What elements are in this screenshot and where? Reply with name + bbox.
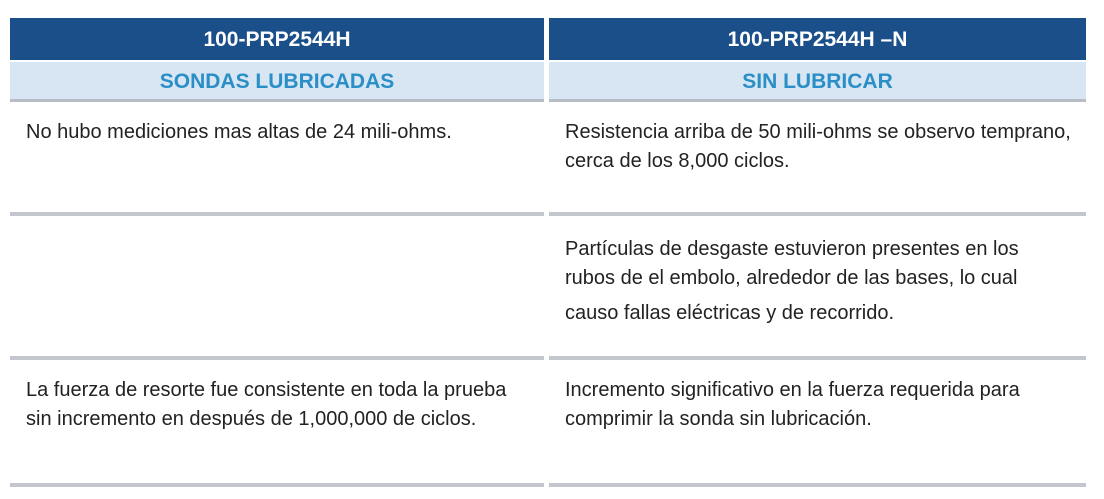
header-left-type: SONDAS LUBRICADAS bbox=[10, 62, 544, 102]
row-2-right-cell: Partículas de desgaste estuvieron presen… bbox=[549, 216, 1086, 360]
type-header-row: SONDAS LUBRICADAS SIN LUBRICAR bbox=[10, 62, 1086, 102]
row-3-right-cell: Incremento significativo en la fuerza re… bbox=[549, 360, 1086, 487]
row-2-right-line-3: causo fallas eléctricas y de recorrido. bbox=[565, 302, 895, 324]
row-2-right-line-1: Partículas de desgaste estuvieron presen… bbox=[565, 238, 1019, 260]
row-1-left-cell: No hubo mediciones mas altas de 24 mili-… bbox=[10, 102, 544, 216]
table-row: Partículas de desgaste estuvieron presen… bbox=[10, 216, 1086, 360]
comparison-table: 100-PRP2544H 100-PRP2544H –N SONDAS LUBR… bbox=[10, 18, 1086, 487]
table-row: No hubo mediciones mas altas de 24 mili-… bbox=[10, 102, 1086, 216]
row-1-right-cell: Resistencia arriba de 50 mili-ohms se ob… bbox=[549, 102, 1086, 216]
table-row: La fuerza de resorte fue consistente en … bbox=[10, 360, 1086, 487]
model-header-row: 100-PRP2544H 100-PRP2544H –N bbox=[10, 18, 1086, 60]
header-right-type: SIN LUBRICAR bbox=[549, 62, 1086, 102]
header-left-model: 100-PRP2544H bbox=[10, 18, 544, 60]
row-2-right-line-2: rubos de el embolo, alrededor de las bas… bbox=[565, 267, 1018, 289]
row-2-left-cell bbox=[10, 216, 544, 360]
row-3-left-cell: La fuerza de resorte fue consistente en … bbox=[10, 360, 544, 487]
header-right-model: 100-PRP2544H –N bbox=[549, 18, 1086, 60]
